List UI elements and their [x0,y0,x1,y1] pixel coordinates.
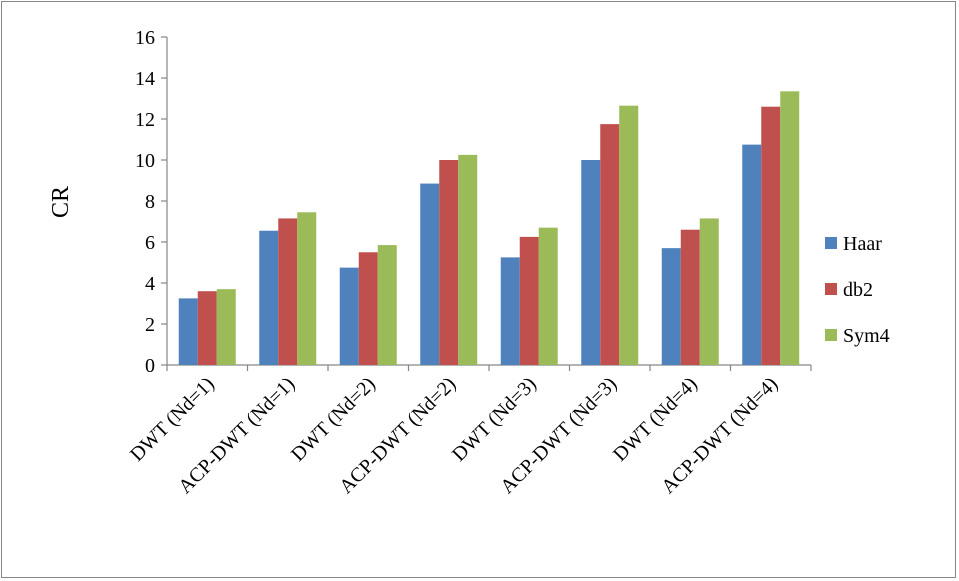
bar-db2 [197,291,217,365]
legend-label: db2 [843,279,873,301]
y-tick-label: 12 [135,109,155,131]
legend-label: Sym4 [843,325,890,347]
bar-db2 [439,160,459,365]
bar-sym4 [458,154,478,365]
legend-swatch [825,329,837,341]
bars [178,91,800,366]
y-axis-title: CR [48,186,74,218]
legend: Haar db2 Sym4 [825,233,890,347]
bar-haar [420,183,440,365]
y-tick-label: 10 [135,150,155,172]
y-tick-label: 6 [145,232,155,254]
bar-sym4 [216,289,236,365]
bar-haar [339,267,359,365]
bar-db2 [358,252,378,365]
bar-db2 [600,124,620,365]
bar-haar [661,248,681,365]
y-tick-label: 2 [145,314,155,336]
bar-sym4 [619,105,639,366]
bar-db2 [519,236,539,365]
legend-label: Haar [843,233,882,255]
bar-sym4 [699,218,719,365]
y-tick-label: 14 [135,68,155,90]
legend-swatch [825,283,837,295]
bar-haar [178,298,198,365]
bar-haar [581,160,601,365]
bar-haar [259,230,279,365]
legend-swatch [825,237,837,249]
y-tick-label: 16 [135,27,155,49]
y-tick-label: 8 [145,191,155,213]
bar-haar [500,257,520,365]
bar-db2 [761,106,781,365]
bar-sym4 [297,212,317,365]
y-axis: 0 2 4 6 8 10 12 14 16 [135,27,168,377]
bar-db2 [278,218,298,365]
x-axis: DWT (Nd=1)ACP-DWT (Nd=1)DWT (Nd=2)ACP-DW… [126,364,812,498]
bar-sym4 [377,245,397,365]
bar-sym4 [538,227,558,365]
bar-db2 [680,229,700,365]
y-tick-label: 4 [145,273,155,295]
y-tick-label: 0 [145,355,155,377]
bar-haar [742,144,762,365]
bar-sym4 [780,91,800,365]
